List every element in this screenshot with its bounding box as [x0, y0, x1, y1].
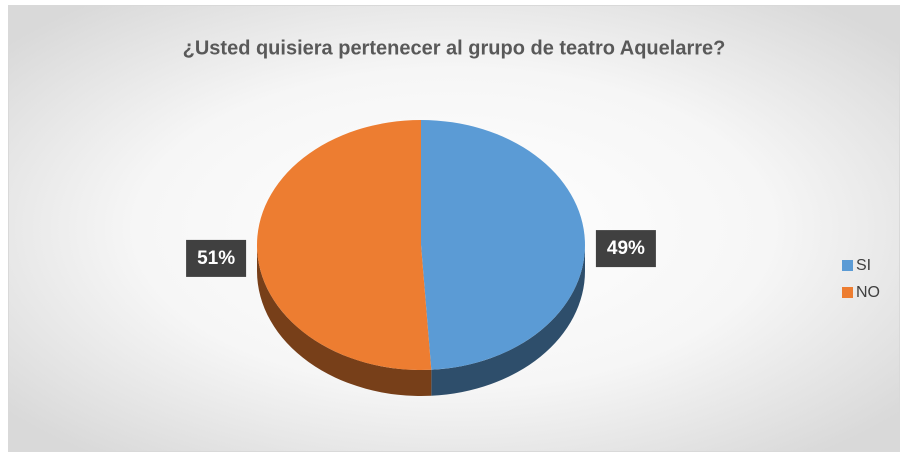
pie-slice: [421, 120, 585, 370]
data-label: 49%: [607, 238, 645, 259]
pie-slice: [256, 120, 432, 370]
pie-side: [257, 245, 432, 396]
legend-label: SI: [856, 257, 871, 274]
legend-swatch: [842, 260, 853, 271]
data-label-box: [186, 239, 247, 277]
chart-title: ¿Usted quisiera pertenecer al grupo de t…: [183, 37, 726, 59]
data-label-box: [595, 230, 656, 268]
data-label: 51%: [197, 248, 235, 269]
legend-label: NO: [856, 284, 880, 301]
pie-side: [431, 245, 585, 396]
legend-swatch: [842, 287, 853, 298]
